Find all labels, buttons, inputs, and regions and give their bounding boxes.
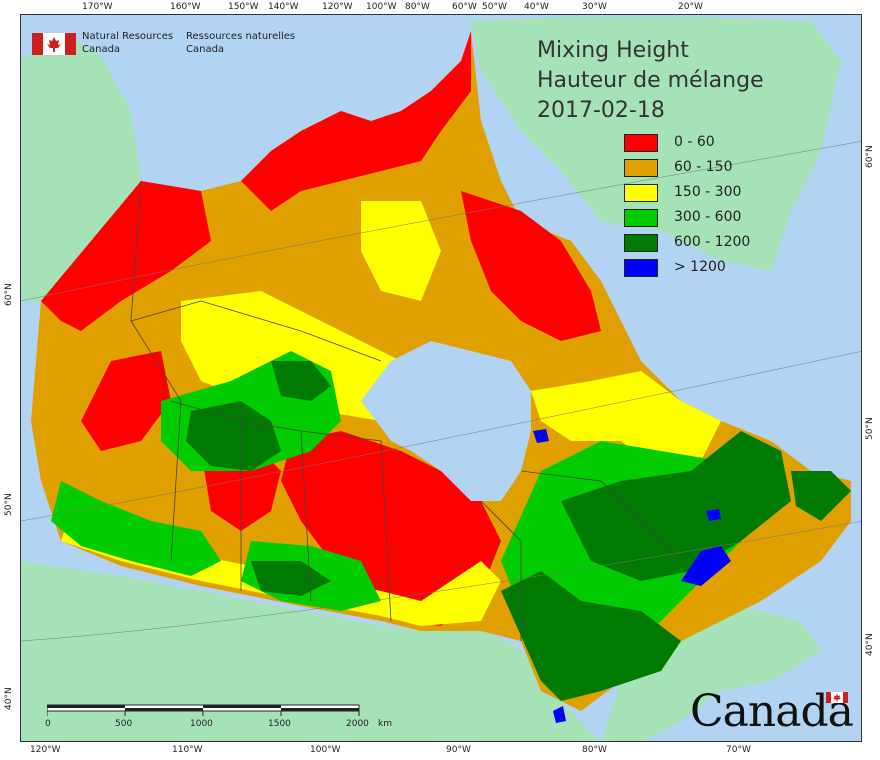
zone-southern-prairies-yellow xyxy=(61,511,501,626)
legend-swatch-0-60 xyxy=(624,134,658,152)
zone-baffin-red xyxy=(461,191,601,341)
usa-land xyxy=(21,561,600,741)
lat-label-left-60n: 60°N xyxy=(4,283,14,306)
org-name-english: Natural Resources Canada xyxy=(82,30,173,56)
zone-ontario-darkgreen xyxy=(501,571,681,701)
lon-label-top-80w: 80°W xyxy=(405,2,430,12)
legend-swatch-60-150 xyxy=(624,159,658,177)
lat-label-left-50n: 50°N xyxy=(4,493,14,516)
lon-label-top-40w: 40°W xyxy=(524,2,549,12)
scale-label-500: 500 xyxy=(115,719,133,729)
zone-great-lakes-blue xyxy=(553,706,566,723)
org-name-french: Ressources naturelles Canada xyxy=(186,30,295,56)
lon-label-bottom-110w: 110°W xyxy=(172,745,203,755)
map-title-french: Hauteur de mélange xyxy=(537,68,764,93)
scale-label-2000: 2000 xyxy=(346,719,369,729)
graticule xyxy=(21,141,861,642)
legend-label-over-1200: > 1200 xyxy=(674,259,726,275)
zone-manitoba-ontario-red xyxy=(281,431,501,626)
zone-sask-darkgreen xyxy=(251,561,331,596)
zone-james-bay-blue xyxy=(533,429,549,443)
scale-unit: km xyxy=(378,719,392,729)
lon-label-top-120w: 120°W xyxy=(322,2,353,12)
lon-label-top-20w: 20°W xyxy=(678,2,703,12)
province-borders xyxy=(130,180,682,641)
org-name-french-line2: Canada xyxy=(186,44,225,55)
lon-label-bottom-90w: 90°W xyxy=(446,745,471,755)
lon-label-bottom-70w: 70°W xyxy=(726,745,751,755)
legend-label-300-600: 300 - 600 xyxy=(674,209,742,225)
zone-yukon-red xyxy=(41,181,211,331)
legend-label-600-1200: 600 - 1200 xyxy=(674,234,751,250)
lon-label-bottom-120w: 120°W xyxy=(30,745,61,755)
map-title-english: Mixing Height xyxy=(537,38,689,63)
org-name-english-line2: Canada xyxy=(82,44,121,55)
zone-bc-south-green xyxy=(51,481,221,576)
legend-label-60-150: 60 - 150 xyxy=(674,159,733,175)
lon-label-bottom-100w: 100°W xyxy=(310,745,341,755)
zone-quebec-yellow xyxy=(531,371,721,471)
legend-swatch-150-300 xyxy=(624,184,658,202)
legend-label-150-300: 150 - 300 xyxy=(674,184,742,200)
org-name-english-line1: Natural Resources xyxy=(82,31,174,42)
scale-label-1500: 1500 xyxy=(268,719,291,729)
lon-label-top-170w: 170°W xyxy=(82,2,113,12)
lat-label-right-60n: 60°N xyxy=(865,145,875,168)
zone-newfoundland-darkgreen xyxy=(791,471,851,521)
lon-label-bottom-80w: 80°W xyxy=(582,745,607,755)
zone-great-slave-darkgreen xyxy=(186,401,281,471)
zone-great-bear-darkgreen xyxy=(271,361,331,401)
scale-label-0: 0 xyxy=(45,719,51,729)
alaska-land xyxy=(21,31,141,301)
zone-labrador-blue xyxy=(706,509,721,521)
zone-arctic-islands-red xyxy=(241,31,471,211)
org-name-french-line1: Ressources naturelles xyxy=(186,31,296,42)
lon-label-top-50w: 50°W xyxy=(482,2,507,12)
lon-label-top-140w: 140°W xyxy=(268,2,299,12)
legend-swatch-300-600 xyxy=(624,209,658,227)
lon-label-top-150w: 150°W xyxy=(228,2,259,12)
scale-label-1000: 1000 xyxy=(190,719,213,729)
canada-flag-icon xyxy=(32,33,76,55)
legend-label-0-60: 0 - 60 xyxy=(674,134,715,150)
lon-label-top-160w: 160°W xyxy=(170,2,201,12)
map-canvas xyxy=(21,15,861,741)
lon-label-top-30w: 30°W xyxy=(582,2,607,12)
lat-label-right-40n: 40°N xyxy=(865,633,875,656)
zone-central-arctic-yellow xyxy=(361,201,441,301)
lat-label-right-50n: 50°N xyxy=(865,417,875,440)
lon-label-top-60w: 60°W xyxy=(452,2,477,12)
lon-label-top-100w: 100°W xyxy=(366,2,397,12)
scale-bar xyxy=(47,704,360,716)
hudson-bay xyxy=(361,341,531,501)
map-date: 2017-02-18 xyxy=(537,98,665,123)
legend-swatch-over-1200 xyxy=(624,259,658,277)
legend-swatch-600-1200 xyxy=(624,234,658,252)
lat-label-left-40n: 40°N xyxy=(4,687,14,710)
map-frame xyxy=(20,14,862,742)
wordmark-flag-icon xyxy=(826,692,848,703)
zone-bc-red xyxy=(81,351,171,451)
zone-gulf-blue xyxy=(681,546,731,586)
